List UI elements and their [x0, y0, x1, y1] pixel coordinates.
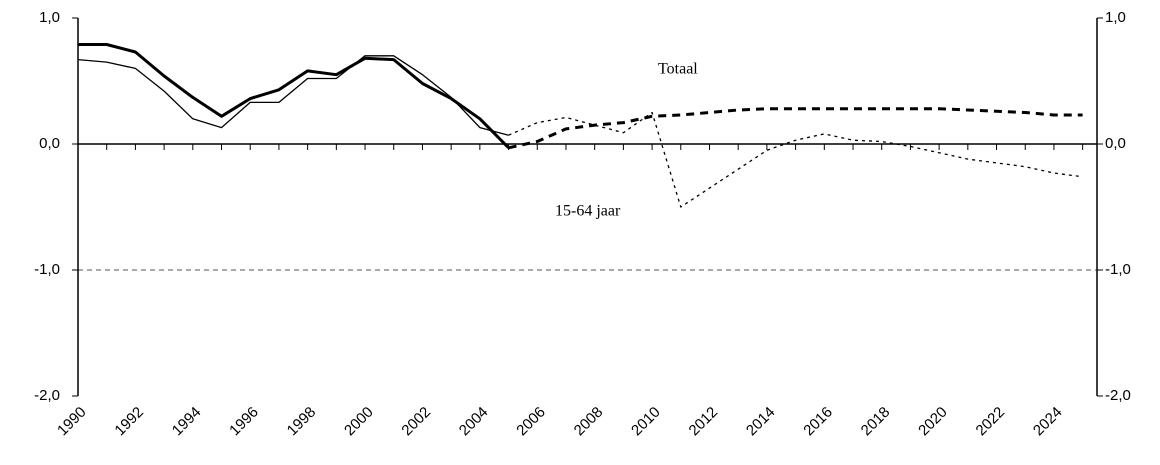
- y2-tick-label: 1,0: [1105, 9, 1126, 26]
- series-label: Totaal: [658, 61, 698, 78]
- x-tick-label: 1998: [284, 404, 320, 440]
- y2-tick-label: 0,0: [1105, 135, 1126, 152]
- y2-tick-label: -1,0: [1105, 261, 1131, 278]
- y2-tick-label: -2,0: [1105, 387, 1131, 404]
- x-tick-label: 2002: [398, 404, 434, 440]
- x-tick-label: 2014: [743, 404, 779, 440]
- x-tick-label: 2018: [858, 404, 894, 440]
- x-tick-label: 2004: [456, 404, 492, 440]
- x-tick-label: 2010: [628, 404, 664, 440]
- x-tick-label: 1990: [54, 404, 90, 440]
- x-tick-label: 2016: [800, 404, 836, 440]
- y-tick-label: 1,0: [39, 9, 60, 26]
- y-tick-label: -2,0: [34, 387, 60, 404]
- series-label: 15-64 jaar: [555, 203, 621, 220]
- x-tick-label: 2000: [341, 404, 377, 440]
- x-tick-label: 2006: [513, 404, 549, 440]
- x-tick-label: 1996: [226, 404, 262, 440]
- series-line: [508, 107, 1083, 150]
- x-tick-label: 1992: [111, 404, 147, 440]
- x-tick-label: 2008: [571, 404, 607, 440]
- x-tick-label: 2012: [686, 404, 722, 440]
- x-tick-label: 2022: [973, 404, 1009, 440]
- x-tick-label: 1994: [169, 404, 205, 440]
- series-line: [78, 43, 510, 149]
- series-line: [508, 111, 1083, 208]
- x-tick-label: 2024: [1030, 404, 1066, 440]
- x-tick-label: 2020: [915, 404, 951, 440]
- y-tick-label: -1,0: [34, 261, 60, 278]
- series-line: [77, 55, 509, 136]
- y-tick-label: 0,0: [39, 135, 60, 152]
